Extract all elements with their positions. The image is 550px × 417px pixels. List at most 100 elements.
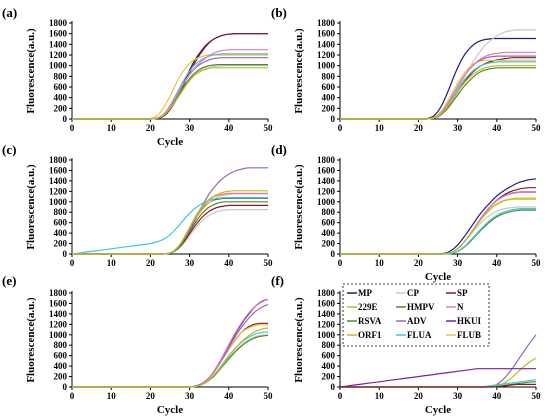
x-tick-label: 40 <box>224 123 234 133</box>
series-line <box>72 327 269 388</box>
legend-label: SP <box>457 288 468 298</box>
y-tick-label: 200 <box>54 239 68 249</box>
x-tick-label: 10 <box>375 258 385 268</box>
y-tick-label: 1400 <box>317 309 336 319</box>
y-tick-label: 1200 <box>317 319 336 329</box>
x-tick-label: 30 <box>453 258 463 268</box>
y-tick-label: 400 <box>54 93 68 103</box>
series-line <box>340 206 536 255</box>
y-tick-label: 800 <box>54 340 68 350</box>
y-tick-label: 1200 <box>49 319 68 329</box>
series-line <box>339 368 536 388</box>
series-line <box>72 204 268 255</box>
x-tick-label: 10 <box>107 123 117 133</box>
series-line <box>71 197 268 255</box>
x-tick-label: 10 <box>107 391 117 401</box>
y-tick-label: 800 <box>54 207 68 217</box>
series-line <box>340 197 536 255</box>
y-tick-label: 600 <box>322 218 336 228</box>
y-tick-label: 600 <box>54 218 68 228</box>
y-axis-title: Fluorescence(a.u.) <box>293 164 305 250</box>
y-tick-label: 0 <box>331 249 336 259</box>
y-tick-label: 0 <box>331 114 336 124</box>
legend: MP CP SP 229E HMPV N RSVA ADV HKUI ORF1 FLUA FLUB <box>342 283 490 347</box>
y-tick-label: 1600 <box>49 165 68 175</box>
series-line <box>72 197 268 255</box>
y-axis-title: Fluorescence(a.u.) <box>25 164 37 250</box>
legend-label: HKUI <box>457 316 482 326</box>
series-line <box>72 167 268 255</box>
x-axis-title: Cycle <box>425 271 451 283</box>
x-tick-label: 20 <box>414 391 424 401</box>
series-line <box>340 383 536 388</box>
series-line <box>340 178 537 255</box>
panel-label: (a) <box>2 5 17 20</box>
y-tick-label: 400 <box>322 361 336 371</box>
y-tick-label: 200 <box>322 103 336 113</box>
panel-label: (b) <box>271 5 287 20</box>
y-tick-label: 600 <box>54 82 68 92</box>
legend-label: ORF1 <box>358 330 382 340</box>
y-tick-label: 800 <box>322 207 336 217</box>
series-line <box>72 324 268 388</box>
y-tick-label: 400 <box>54 361 68 371</box>
y-tick-label: 600 <box>322 82 336 92</box>
y-tick-label: 1600 <box>49 298 68 308</box>
x-tick-label: 50 <box>532 123 542 133</box>
legend-label: CP <box>407 288 419 298</box>
legend-label: RSVA <box>358 316 382 326</box>
panel-label: (e) <box>2 273 16 288</box>
panel-label: (d) <box>271 142 287 157</box>
panel-label: (f) <box>271 273 284 288</box>
series-line <box>340 65 536 120</box>
series-line <box>72 334 269 388</box>
x-tick-label: 20 <box>414 123 424 133</box>
y-axis-title: Fluorescence(a.u.) <box>25 297 37 383</box>
legend-label: FLUA <box>407 330 432 340</box>
x-tick-label: 50 <box>532 391 542 401</box>
legend-label: N <box>457 302 464 312</box>
y-tick-label: 1400 <box>317 176 336 186</box>
y-tick-label: 1200 <box>49 50 68 60</box>
series-line <box>72 298 269 388</box>
y-tick-label: 1600 <box>49 29 68 39</box>
y-tick-label: 800 <box>322 71 336 81</box>
x-axis-title: Cycle <box>157 136 183 148</box>
y-tick-label: 1600 <box>317 298 336 308</box>
series-line <box>72 190 268 255</box>
y-tick-label: 400 <box>322 228 336 238</box>
y-tick-label: 1200 <box>317 186 336 196</box>
y-axis-title: Fluorescence(a.u.) <box>293 28 305 114</box>
y-tick-label: 1000 <box>317 330 336 340</box>
x-tick-label: 30 <box>185 391 195 401</box>
x-tick-label: 40 <box>224 258 234 268</box>
x-tick-label: 50 <box>264 258 274 268</box>
series-line <box>340 209 536 255</box>
y-tick-label: 1800 <box>49 288 68 298</box>
series-line <box>340 198 536 255</box>
series-line <box>340 187 536 255</box>
y-tick-label: 0 <box>63 114 68 124</box>
legend-box <box>342 283 490 347</box>
legend-label: FLUB <box>457 330 481 340</box>
y-tick-label: 1600 <box>317 165 336 175</box>
y-tick-label: 1800 <box>49 18 68 28</box>
x-tick-label: 40 <box>492 391 502 401</box>
x-tick-label: 40 <box>492 123 502 133</box>
y-tick-label: 600 <box>54 351 68 361</box>
x-tick-label: 30 <box>185 123 195 133</box>
series-line <box>72 322 268 388</box>
y-axis-title: Fluorescence(a.u.) <box>25 28 37 114</box>
y-tick-label: 1000 <box>317 197 336 207</box>
series-line <box>72 334 268 388</box>
y-tick-label: 400 <box>54 228 68 238</box>
x-tick-label: 20 <box>146 391 156 401</box>
x-tick-label: 30 <box>185 258 195 268</box>
series-line <box>340 59 536 120</box>
x-tick-label: 30 <box>453 123 463 133</box>
y-tick-label: 1800 <box>49 155 68 165</box>
y-tick-label: 200 <box>54 103 68 113</box>
